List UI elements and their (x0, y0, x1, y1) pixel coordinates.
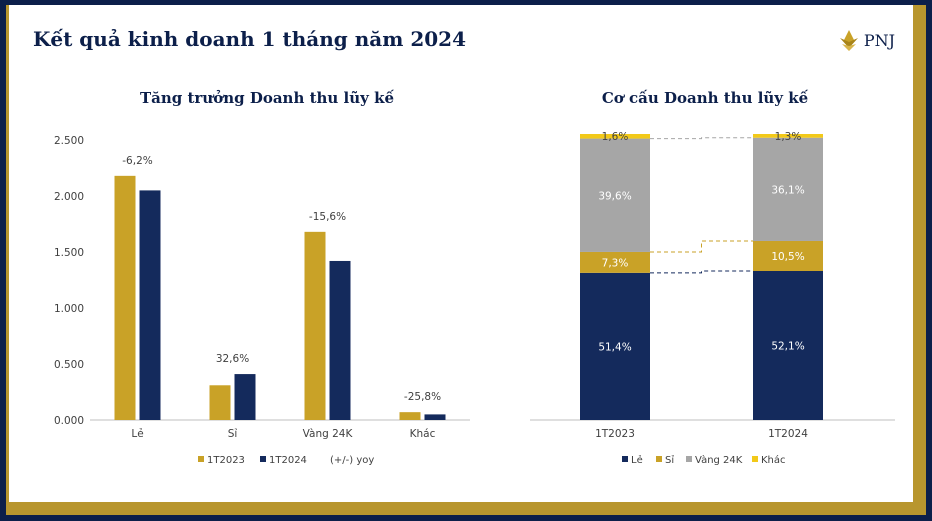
legend-label-0: 1T2023 (207, 455, 245, 466)
y-tick-label: 0.500 (54, 359, 84, 371)
segment-label-0-0: 51,4% (598, 341, 631, 353)
y-tick-label: 2.000 (54, 191, 84, 203)
legend-label-2: Vàng 24K (695, 454, 743, 466)
legend-label-1: Sỉ (665, 454, 674, 466)
connector-line-2 (650, 137, 753, 140)
bar-1t2024-0 (139, 190, 161, 420)
structure-stacked-chart: 51,4% 7,3% 39,6% 1,6% 1T2023 52,1% 10,5% 36,1% 1… (530, 131, 895, 466)
legend-swatch-2 (686, 456, 692, 462)
connector-line-0 (650, 270, 753, 274)
legend-swatch-0 (622, 456, 628, 462)
stack-segment-0-2 (580, 138, 650, 252)
stack-segment-1-3 (753, 134, 823, 138)
segment-label-1-1: 10,5% (771, 251, 804, 263)
yoy-annotation-2: -15,6% (309, 211, 346, 223)
x-tick-label-0: 1T2023 (595, 428, 635, 440)
connector-line-1 (650, 240, 753, 253)
legend-swatch-0 (198, 456, 204, 462)
y-tick-label: 0.000 (54, 415, 84, 427)
segment-label-0-1: 7,3% (602, 257, 629, 269)
stack-segment-1-2 (753, 137, 823, 241)
left-chart-title: Tăng trưởng Doanh thu lũy kế (139, 89, 395, 107)
bar-1t2023-3 (399, 412, 421, 420)
growth-bar-chart: 0.000 0.500 1.000 1.500 2.000 2.500 -6,2% Lẻ 32,… (54, 135, 470, 466)
x-tick-label-2: Vàng 24K (303, 428, 354, 440)
bar-1t2024-2 (329, 260, 351, 420)
segment-label-1-0: 52,1% (771, 340, 804, 352)
x-tick-label-0: Lẻ (131, 428, 143, 440)
stack-segment-1-0 (753, 270, 823, 420)
legend-label-3: Khác (761, 454, 786, 466)
legend-swatch-1 (260, 456, 266, 462)
segment-label-1-2: 36,1% (771, 184, 804, 196)
x-tick-label-1: 1T2024 (768, 428, 808, 440)
segment-label-0-2: 39,6% (598, 190, 631, 202)
logo: PNJ (838, 25, 895, 55)
legend-label-1: 1T2024 (269, 455, 307, 466)
bar-1t2024-1 (234, 374, 256, 420)
legend-yoy-label: (+/-) yoy (330, 455, 374, 466)
y-tick-label: 2.500 (54, 135, 84, 147)
yoy-annotation-0: -6,2% (122, 155, 152, 167)
right-chart-title: Cơ cấu Doanh thu lũy kế (601, 89, 809, 107)
legend-swatch-1 (656, 456, 662, 462)
logo-text: PNJ (863, 30, 895, 50)
yoy-annotation-3: -25,8% (404, 391, 441, 403)
bar-1t2023-1 (209, 385, 231, 420)
yoy-annotation-1: 32,6% (216, 353, 249, 365)
legend-label-0: Lẻ (631, 454, 643, 466)
slide-title: Kết quả kinh doanh 1 tháng năm 2024 (33, 27, 466, 51)
y-tick-label: 1.500 (54, 247, 84, 259)
segment-label-1-3: 1,3% (775, 131, 802, 143)
y-tick-label: 1.000 (54, 303, 84, 315)
x-tick-label-3: Khác (410, 428, 436, 440)
stack-segment-0-3 (580, 134, 650, 139)
stack-segment-1-1 (753, 240, 823, 271)
stack-segment-0-0 (580, 272, 650, 420)
bar-1t2023-0 (114, 175, 136, 420)
stack-segment-0-1 (580, 251, 650, 273)
pnj-lotus-logo-icon (839, 30, 858, 51)
bar-1t2023-2 (304, 231, 326, 420)
bar-1t2024-3 (424, 414, 446, 420)
segment-label-0-3: 1,6% (602, 131, 629, 143)
legend-swatch-3 (752, 456, 758, 462)
x-tick-label-1: Sỉ (228, 428, 238, 440)
